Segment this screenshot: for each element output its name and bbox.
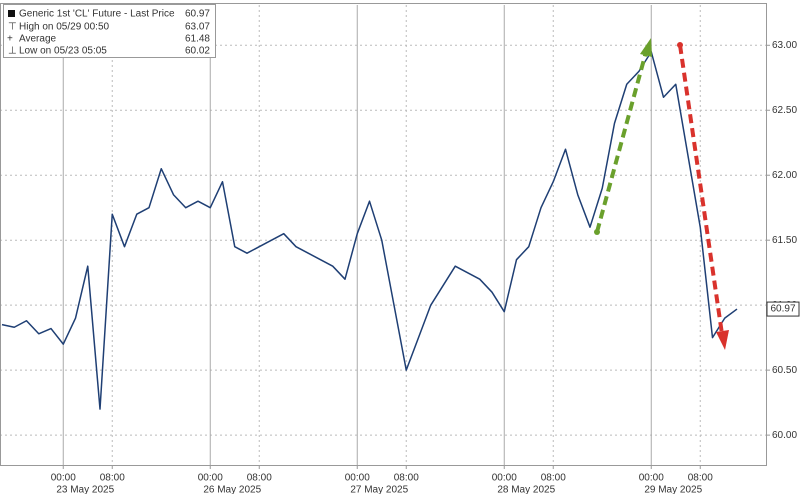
x-tick-label: 00:00 bbox=[51, 473, 76, 484]
legend-label: Generic 1st 'CL' Future - Last Price bbox=[19, 9, 175, 20]
x-tick-label: 00:00 bbox=[345, 473, 370, 484]
plot-frame bbox=[0, 3, 767, 466]
x-date-label: 26 May 2025 bbox=[203, 485, 261, 494]
x-tick-label: 08:00 bbox=[394, 473, 419, 484]
legend-value: 61.48 bbox=[185, 34, 210, 45]
down-arrow-tail bbox=[677, 42, 683, 48]
x-date-label: 23 May 2025 bbox=[56, 485, 114, 494]
y-tick-label: 61.50 bbox=[772, 235, 797, 246]
y-tick-label: 60.50 bbox=[772, 365, 797, 376]
legend-glyph: ⊥ bbox=[8, 46, 17, 57]
y-tick-label: 60.00 bbox=[772, 430, 797, 441]
x-tick-label: 08:00 bbox=[688, 473, 713, 484]
legend-swatch bbox=[8, 10, 15, 17]
down-arrow-head bbox=[716, 330, 729, 350]
x-tick-label: 00:00 bbox=[639, 473, 664, 484]
y-tick-label: 62.00 bbox=[772, 170, 797, 181]
legend-box bbox=[3, 4, 216, 58]
legend: Generic 1st 'CL' Future - Last Price 60.… bbox=[3, 4, 216, 58]
grid bbox=[0, 5, 766, 465]
x-tick-label: 08:00 bbox=[247, 473, 272, 484]
legend-value: 60.02 bbox=[185, 46, 210, 57]
up-arrow bbox=[595, 51, 648, 233]
legend-value: 63.07 bbox=[185, 22, 210, 33]
x-date-label: 29 May 2025 bbox=[644, 485, 702, 494]
up-arrow-tail bbox=[594, 229, 600, 235]
plot bbox=[1, 51, 738, 410]
legend-label: Average bbox=[19, 34, 57, 45]
x-tick-label: 00:00 bbox=[492, 473, 517, 484]
last-price-label: 60.97 bbox=[770, 304, 795, 315]
x-date-label: 27 May 2025 bbox=[350, 485, 408, 494]
price-line bbox=[1, 51, 738, 410]
x-tick-label: 00:00 bbox=[198, 473, 223, 484]
x-tick-label: 08:00 bbox=[541, 473, 566, 484]
legend-value: 60.97 bbox=[185, 9, 210, 20]
legend-glyph: ⊤ bbox=[8, 22, 17, 33]
up-arrow-head bbox=[640, 38, 652, 57]
legend-label: High on 05/29 00:50 bbox=[19, 22, 110, 33]
down-arrow bbox=[678, 44, 724, 335]
x-tick-label: 08:00 bbox=[100, 473, 125, 484]
legend-glyph: + bbox=[7, 34, 13, 45]
x-date-label: 28 May 2025 bbox=[497, 485, 555, 494]
axes: 60.0060.5061.0061.5062.0062.5063.0000:00… bbox=[51, 40, 800, 494]
y-tick-label: 63.00 bbox=[772, 40, 797, 51]
annotations bbox=[594, 38, 729, 350]
legend-label: Low on 05/23 05:05 bbox=[19, 46, 107, 57]
last-price-tag bbox=[766, 301, 800, 317]
y-tick-label: 62.50 bbox=[772, 105, 797, 116]
